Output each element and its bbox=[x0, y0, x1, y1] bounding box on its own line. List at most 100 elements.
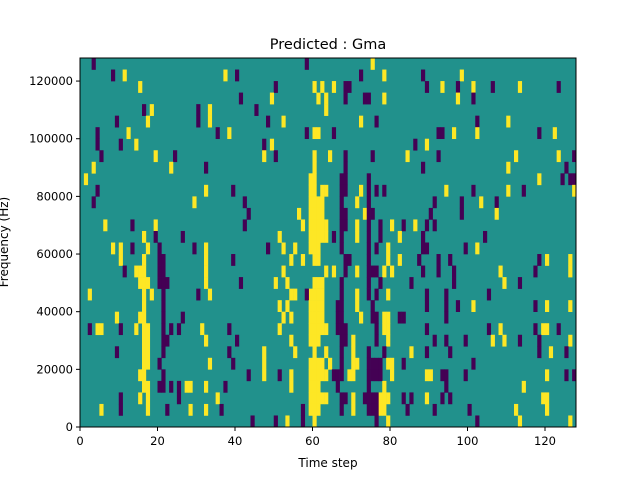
heatmap-cell-high bbox=[355, 196, 360, 209]
heatmap-cell-high bbox=[312, 161, 317, 174]
heatmap-cell-high bbox=[328, 357, 333, 370]
heatmap-cell-high bbox=[568, 265, 573, 278]
heatmap-cell-high bbox=[308, 288, 313, 301]
heatmap-cell-high bbox=[134, 138, 139, 151]
heatmap-cell-high bbox=[378, 403, 383, 416]
heatmap-cell-high bbox=[351, 346, 356, 359]
y-tick-label: 0 bbox=[66, 420, 73, 434]
heatmap-cell-high bbox=[227, 127, 232, 140]
heatmap-cell-high bbox=[397, 230, 402, 243]
heatmap-cell-high bbox=[316, 334, 321, 347]
heatmap-cell-low bbox=[432, 219, 437, 232]
heatmap-cell-high bbox=[316, 369, 321, 382]
heatmap-cell-low bbox=[130, 242, 135, 255]
heatmap-cell-low bbox=[231, 184, 236, 197]
heatmap-cell-high bbox=[455, 92, 461, 105]
heatmap-cell-high bbox=[517, 415, 523, 428]
heatmap-cell-low bbox=[359, 69, 364, 82]
heatmap-cell-high bbox=[142, 277, 147, 289]
heatmap-cell-high bbox=[312, 369, 317, 382]
heatmap-cell-high bbox=[320, 219, 325, 232]
heatmap-cell-low bbox=[483, 230, 488, 243]
heatmap-cell-high bbox=[312, 403, 317, 416]
heatmap-cell-low bbox=[374, 184, 379, 197]
heatmap-cell-high bbox=[382, 265, 387, 278]
heatmap-cell-high bbox=[204, 277, 209, 289]
heatmap-cell-high bbox=[312, 254, 317, 266]
heatmap-cell-low bbox=[556, 323, 561, 336]
heatmap-cell-low bbox=[87, 323, 92, 336]
x-tick-label: 20 bbox=[150, 434, 165, 448]
heatmap-cell-low bbox=[459, 196, 464, 209]
heatmap-cell-low bbox=[335, 369, 340, 382]
heatmap-cell-low bbox=[118, 323, 123, 336]
heatmap-cell-high bbox=[424, 392, 430, 405]
heatmap-cell-high bbox=[541, 323, 546, 336]
heatmap-cells bbox=[80, 58, 577, 428]
heatmap-cell-low bbox=[165, 277, 170, 289]
heatmap-cell-low bbox=[444, 334, 449, 347]
heatmap-cell-low bbox=[277, 369, 282, 382]
heatmap-cell-high bbox=[281, 311, 286, 324]
heatmap-cell-high bbox=[200, 323, 205, 336]
heatmap-cell-low bbox=[378, 230, 383, 243]
heatmap-cell-low bbox=[157, 277, 162, 289]
heatmap-cell-low bbox=[169, 380, 174, 393]
heatmap-cell-low bbox=[173, 150, 178, 163]
heatmap-cell-low bbox=[370, 300, 375, 312]
heatmap-cell-high bbox=[386, 311, 391, 324]
heatmap-cell-low bbox=[300, 403, 306, 416]
heatmap-cell-high bbox=[409, 346, 414, 359]
heatmap-cell-high bbox=[331, 81, 337, 93]
heatmap-cell-high bbox=[355, 219, 360, 232]
heatmap-cell-high bbox=[316, 277, 321, 289]
heatmap-cell-low bbox=[424, 346, 430, 359]
heatmap-cell-low bbox=[378, 277, 383, 289]
heatmap-cell-low bbox=[331, 369, 337, 382]
heatmap-cell-high bbox=[145, 277, 151, 289]
heatmap-cell-low bbox=[533, 300, 538, 312]
heatmap-cell-low bbox=[564, 369, 569, 382]
heatmap-cell-high bbox=[153, 150, 158, 163]
heatmap-cell-low bbox=[421, 161, 426, 174]
heatmap-cell-low bbox=[448, 254, 453, 266]
heatmap-cell-high bbox=[386, 323, 391, 336]
heatmap-cell-low bbox=[231, 254, 236, 266]
heatmap-cell-low bbox=[366, 403, 371, 416]
heatmap-cell-high bbox=[316, 288, 321, 301]
heatmap-cell-low bbox=[370, 207, 375, 220]
heatmap-cell-low bbox=[436, 254, 441, 266]
heatmap-cell-low bbox=[331, 230, 337, 243]
heatmap-cell-high bbox=[475, 127, 480, 140]
heatmap-cell-low bbox=[537, 127, 542, 140]
heatmap-cell-low bbox=[343, 219, 348, 232]
heatmap-cell-low bbox=[118, 138, 123, 151]
heatmap-cell-high bbox=[142, 230, 147, 243]
heatmap-cell-high bbox=[479, 196, 484, 209]
heatmap-cell-high bbox=[145, 346, 151, 359]
heatmap-cell-low bbox=[219, 403, 224, 416]
heatmap-cell-high bbox=[312, 242, 317, 255]
heatmap-cell-high bbox=[312, 357, 317, 370]
heatmap-cell-low bbox=[370, 357, 375, 370]
heatmap-cell-high bbox=[138, 81, 143, 93]
heatmap-cell-low bbox=[339, 392, 344, 405]
heatmap-cell-high bbox=[459, 69, 464, 82]
heatmap-cell-high bbox=[362, 207, 368, 220]
heatmap-cell-low bbox=[448, 346, 453, 359]
heatmap-cell-high bbox=[514, 403, 519, 416]
heatmap-cell-high bbox=[273, 277, 278, 289]
heatmap-cell-high bbox=[355, 300, 360, 312]
heatmap-cell-low bbox=[238, 277, 244, 289]
y-tick-label: 80000 bbox=[36, 189, 73, 203]
heatmap-cell-high bbox=[145, 115, 151, 128]
heatmap-cell-low bbox=[366, 219, 371, 232]
heatmap-cell-low bbox=[157, 242, 162, 255]
heatmap-cell-low bbox=[374, 288, 379, 301]
heatmap-cell-high bbox=[397, 254, 402, 266]
heatmap-cell-high bbox=[207, 115, 213, 128]
heatmap-cell-high bbox=[568, 415, 573, 428]
heatmap-cell-high bbox=[320, 392, 325, 405]
heatmap-cell-low bbox=[471, 357, 476, 370]
heatmap-cell-low bbox=[347, 254, 352, 266]
